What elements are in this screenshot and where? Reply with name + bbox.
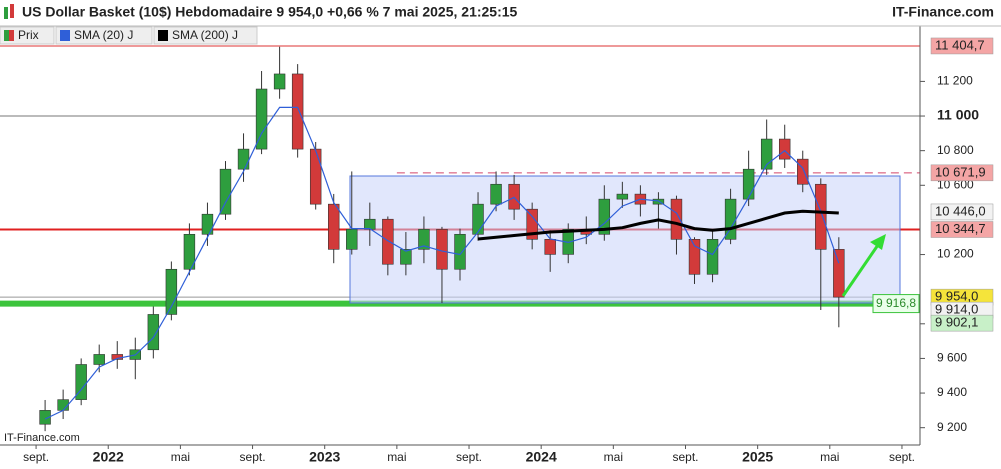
candle-body	[291, 73, 304, 150]
x-tick-label: 2023	[309, 449, 340, 465]
candle-body	[273, 73, 286, 90]
candle-body	[165, 268, 178, 315]
candle-body	[255, 88, 268, 150]
level-box	[872, 294, 920, 314]
y-tick-label: 10 200	[937, 247, 974, 261]
level-label: 9 902,1	[935, 315, 978, 330]
legend-label: SMA (200) J	[172, 28, 238, 42]
candle-body	[147, 314, 160, 351]
x-tick-label: sept.	[23, 450, 49, 464]
y-tick-label: 11 000	[937, 107, 979, 123]
candle-body	[544, 239, 556, 255]
x-tick-label: sept.	[456, 450, 482, 464]
candle-body	[652, 198, 665, 205]
legend-swatch	[9, 30, 14, 41]
candle-body	[670, 198, 683, 240]
x-tick-label: mai	[171, 450, 190, 464]
level-box	[930, 37, 994, 55]
candle-body	[706, 239, 719, 275]
candle-body	[418, 228, 430, 250]
x-tick-label: sept.	[672, 450, 698, 464]
candle-body	[57, 399, 69, 411]
y-tick-label: 10 800	[937, 143, 974, 157]
candle-body	[598, 198, 611, 235]
candle-body	[526, 208, 538, 240]
level-label: 10 446,0	[935, 203, 986, 218]
candle-body	[328, 203, 340, 250]
candle-body	[616, 193, 629, 200]
candle-body	[688, 239, 701, 275]
level-box	[930, 164, 994, 182]
level-box	[930, 203, 994, 221]
candle-body	[183, 233, 196, 270]
arrow-head	[870, 234, 886, 250]
candle-body	[508, 183, 520, 210]
sma-line	[44, 106, 840, 420]
candle-body	[797, 158, 809, 185]
x-tick-label: mai	[820, 450, 839, 464]
candle-body	[436, 228, 448, 270]
candle-body	[454, 233, 466, 270]
candle-body	[93, 354, 105, 365]
level-label: 10 344,7	[935, 221, 986, 236]
legend-label: SMA (20) J	[74, 28, 133, 42]
candle-body	[400, 249, 412, 265]
x-tick-label: sept.	[240, 450, 266, 464]
candle-body	[346, 228, 358, 250]
x-tick-label: mai	[604, 450, 623, 464]
candle-body	[382, 218, 394, 265]
level-label: 9 916,8	[876, 296, 916, 310]
legend: Prix SMA (20) J SMA (200) J	[0, 26, 258, 45]
source: IT-Finance.com	[892, 4, 994, 20]
title-bar	[0, 0, 1001, 26]
arrow	[841, 241, 882, 297]
candle-body	[833, 249, 845, 298]
watermark: IT-Finance.com	[4, 432, 80, 444]
x-tick-label: mai	[387, 450, 406, 464]
candle-body	[815, 183, 827, 250]
level-box	[930, 221, 994, 238]
candle-body	[778, 138, 791, 160]
legend-label: Prix	[18, 28, 39, 42]
x-tick-label: 2024	[526, 449, 557, 465]
candle-body	[237, 148, 250, 170]
legend-swatch	[60, 30, 70, 41]
level-label: 9 954,0	[935, 289, 978, 304]
y-tick-label: 9 400	[937, 385, 967, 399]
y-tick-label: 11 200	[937, 74, 973, 88]
x-tick-label: 2025	[742, 449, 773, 465]
level-label: 10 671,9	[935, 164, 986, 179]
legend-swatch	[158, 30, 168, 41]
candle-body	[201, 213, 214, 235]
chart-title: US Dollar Basket (10$) Hebdomadaire 9 95…	[22, 4, 518, 20]
candle-body	[742, 168, 755, 200]
level-label: 11 404,7	[935, 37, 985, 52]
legend-swatch	[4, 30, 9, 41]
legend-item	[153, 26, 258, 45]
candle-body	[490, 183, 502, 205]
y-tick-label: 9 600	[937, 351, 967, 365]
legend-item	[55, 26, 153, 45]
candle-body	[309, 148, 322, 205]
x-tick-label: 2022	[93, 449, 124, 465]
icon	[4, 7, 8, 19]
candle-body	[39, 410, 51, 425]
candle-body	[472, 203, 484, 235]
y-tick-label: 9 200	[937, 420, 967, 434]
icon	[10, 4, 14, 18]
level-label: 9 914,0	[935, 302, 978, 317]
candle-body	[364, 218, 376, 230]
candle-body	[760, 138, 773, 170]
sma-line	[477, 209, 839, 241]
x-tick-label: sept.	[889, 450, 915, 464]
candle-body	[219, 168, 232, 215]
level-box	[930, 314, 994, 332]
